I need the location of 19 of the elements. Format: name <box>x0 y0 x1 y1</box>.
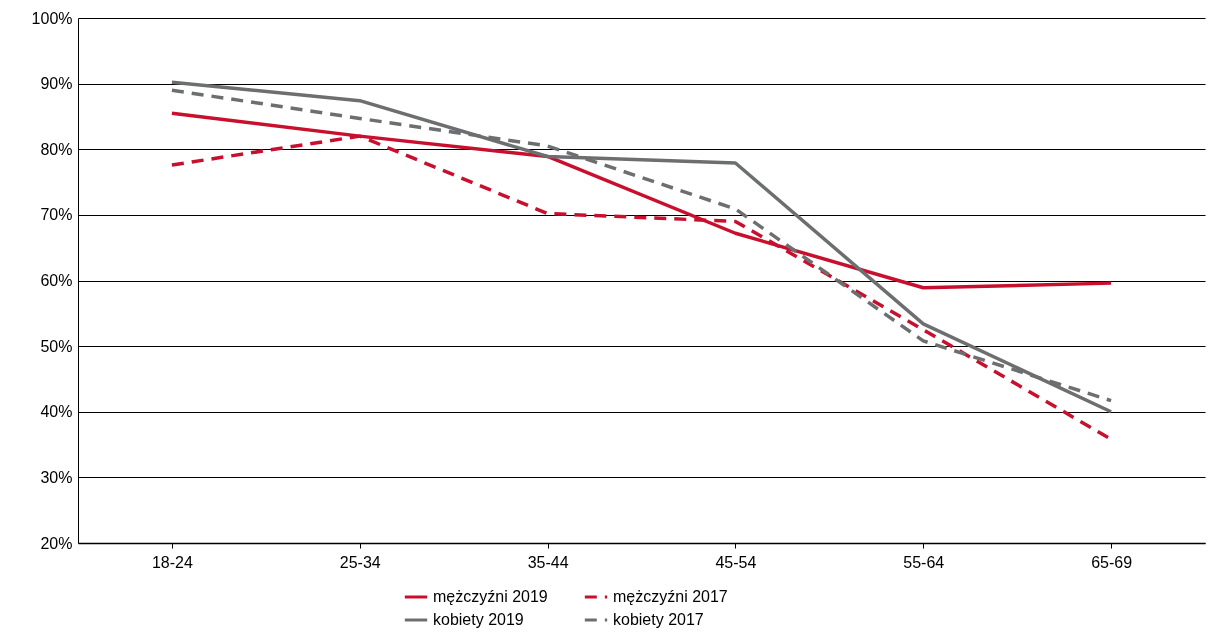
y-tick-label: 90% <box>40 75 73 93</box>
y-tick-label: 40% <box>40 403 73 421</box>
y-tick-label: 20% <box>40 534 73 552</box>
y-tick-label: 50% <box>40 337 73 355</box>
x-tick-label: 45-54 <box>715 553 757 571</box>
x-tick-label: 25-34 <box>339 553 381 571</box>
x-tick-label: 18-24 <box>151 553 193 571</box>
y-tick-label: 30% <box>40 468 73 486</box>
legend-label: mężczyźni 2019 <box>433 588 548 605</box>
x-tick-label: 35-44 <box>527 553 569 571</box>
y-tick-label: 80% <box>40 140 73 158</box>
x-tick-label: 65-69 <box>1091 553 1133 571</box>
y-tick-label: 100% <box>31 9 73 27</box>
x-tick-label: 55-64 <box>903 553 945 571</box>
y-tick-label: 60% <box>40 272 73 289</box>
legend-label: mężczyźni 2017 <box>613 588 728 605</box>
legend-label: kobiety 2017 <box>613 611 704 628</box>
legend-label: kobiety 2019 <box>433 611 524 628</box>
y-tick-label: 70% <box>40 206 73 224</box>
